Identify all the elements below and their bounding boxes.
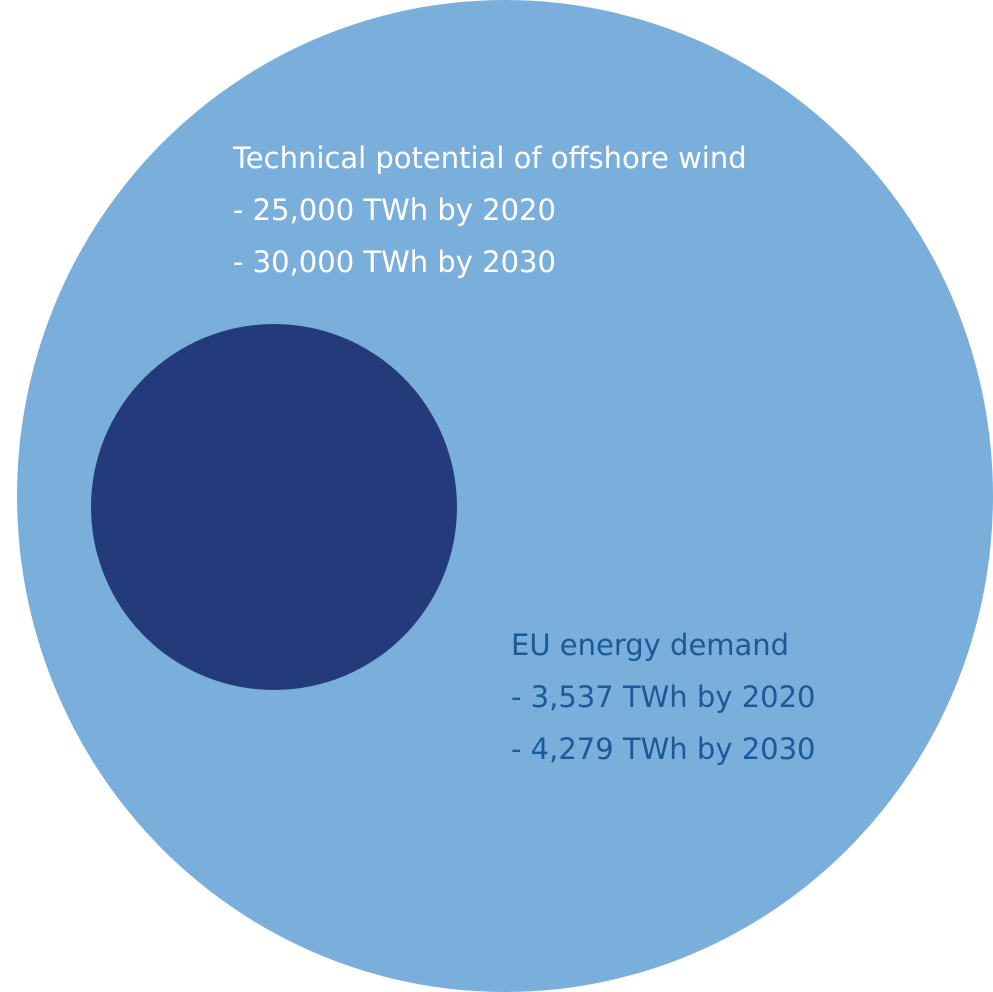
eu-demand-label: EU energy demand - 3,537 TWh by 2020 - 4… (511, 619, 816, 775)
offshore-wind-label: Technical potential of offshore wind - 2… (233, 132, 747, 288)
offshore-wind-2020: - 25,000 TWh by 2020 (233, 193, 556, 227)
eu-demand-2030: - 4,279 TWh by 2030 (511, 732, 816, 766)
eu-demand-title: EU energy demand (511, 628, 790, 662)
offshore-wind-title: Technical potential of offshore wind (233, 141, 747, 175)
eu-energy-demand-circle (91, 324, 457, 690)
offshore-wind-2030: - 30,000 TWh by 2030 (233, 245, 556, 279)
eu-demand-2020: - 3,537 TWh by 2020 (511, 680, 816, 714)
